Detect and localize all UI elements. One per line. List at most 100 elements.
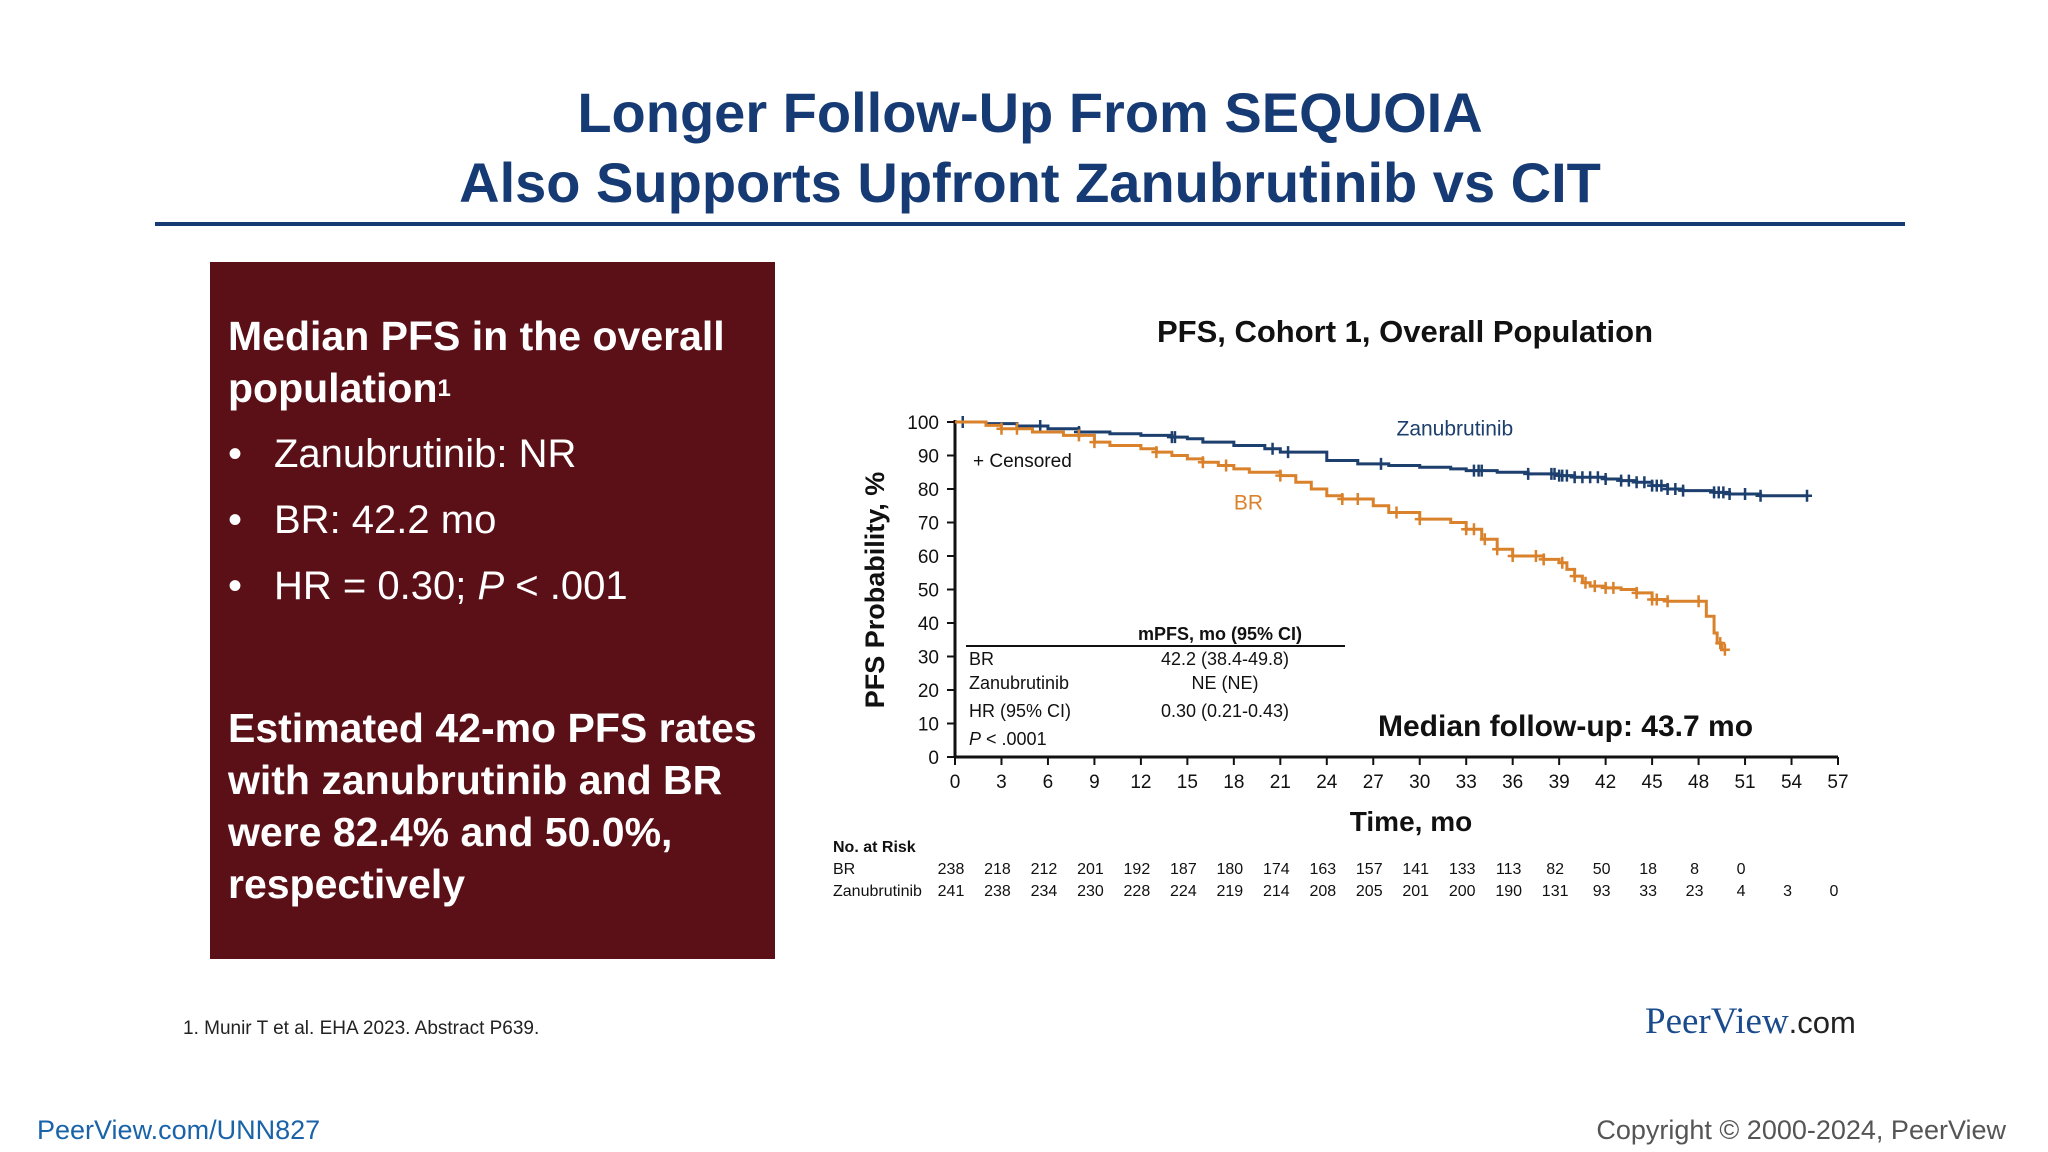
brand-name: PeerView (1645, 1001, 1789, 1042)
panel-heading-text: Median PFS in the overall population (228, 313, 725, 411)
risk-value: 200 (1449, 883, 1476, 900)
censor-mark (1169, 431, 1180, 444)
censor-mark (1530, 550, 1541, 562)
risk-value: 23 (1686, 883, 1704, 900)
bullet-item-br: • BR: 42.2 mo (228, 496, 758, 562)
censored-legend: + Censored (973, 451, 1072, 472)
x-axis-title: Time, mo (1350, 806, 1472, 837)
x-tick-label: 33 (1456, 772, 1477, 793)
censor-mark (1468, 523, 1479, 536)
censor-mark (1283, 446, 1294, 459)
risk-value: 208 (1309, 883, 1336, 900)
censor-mark (1718, 486, 1729, 499)
x-tick-label: 57 (1827, 772, 1848, 793)
risk-value: 205 (1356, 883, 1383, 900)
risk-value: 82 (1546, 861, 1564, 878)
risk-value: 8 (1690, 861, 1699, 878)
bullet-text-post: < .001 (504, 564, 628, 608)
bullet-list: • Zanubrutinib: NR • BR: 42.2 mo • HR = 0.3… (228, 430, 758, 628)
risk-value: 230 (1077, 883, 1104, 900)
inset-row-value: 42.2 (38.4-49.8) (1161, 649, 1289, 669)
censor-mark (1073, 429, 1084, 442)
x-tick-label: 9 (1089, 772, 1100, 793)
panel-heading: Median PFS in the overall population1 (228, 310, 748, 421)
x-tick-label: 30 (1409, 772, 1430, 793)
censor-mark (1479, 533, 1490, 546)
x-tick-label: 42 (1595, 772, 1616, 793)
risk-value: 238 (938, 861, 965, 878)
censor-mark (1651, 593, 1662, 606)
y-tick-label: 10 (918, 715, 939, 736)
risk-value: 238 (984, 883, 1011, 900)
risk-value: 218 (984, 861, 1011, 878)
censor-mark (1802, 489, 1813, 502)
bullet-dot: • (228, 498, 243, 542)
y-tick-label: 40 (918, 614, 939, 635)
inset-row-label: Zanubrutinib (969, 673, 1069, 693)
y-tick-label: 30 (918, 648, 939, 669)
footnote: 1. Munir T et al. EHA 2023. Abstract P63… (183, 1018, 540, 1039)
risk-row-label: BR (833, 861, 855, 878)
risk-value: 212 (1031, 861, 1058, 878)
censor-mark (1678, 484, 1689, 497)
series-label-br: BR (1234, 491, 1263, 514)
y-axis-title: PFS Probability, % (860, 472, 890, 709)
x-tick-label: 48 (1688, 772, 1709, 793)
censor-mark (1197, 456, 1208, 469)
risk-value: 33 (1639, 883, 1657, 900)
slide-title-line1: Longer Follow-Up From SEQUOIA (577, 81, 1483, 144)
risk-value: 201 (1077, 861, 1104, 878)
censor-mark (1151, 446, 1162, 459)
median-followup-annotation: Median follow-up: 43.7 mo (1378, 710, 1753, 743)
censor-mark (1561, 469, 1572, 482)
risk-value: 131 (1542, 883, 1569, 900)
bullet-item-zanubrutinib: • Zanubrutinib: NR (228, 430, 758, 496)
risk-value: 3 (1783, 883, 1792, 900)
x-tick-label: 3 (996, 772, 1007, 793)
bullet-item-hr: • HR = 0.30; P < .001 (228, 562, 758, 628)
y-tick-label: 20 (918, 681, 939, 702)
program-link[interactable]: PeerView.com/UNN827 (37, 1115, 321, 1145)
risk-value: 174 (1263, 861, 1290, 878)
copyright: Copyright © 2000-2024, PeerView (1596, 1115, 2006, 1145)
risk-value: 190 (1495, 883, 1522, 900)
x-tick-label: 36 (1502, 772, 1523, 793)
inset-row-label: BR (969, 649, 994, 669)
censor-mark (996, 422, 1007, 435)
risk-value: 4 (1737, 883, 1746, 900)
inset-p-rest: < .0001 (981, 729, 1047, 749)
censor-mark (1755, 489, 1766, 502)
risk-value: 241 (938, 883, 965, 900)
bullet-text-pre: HR = 0.30; (274, 564, 478, 608)
censor-mark (1623, 474, 1634, 487)
censor-mark (1580, 576, 1591, 589)
censor-mark (1275, 469, 1286, 482)
censor-mark (1337, 493, 1348, 506)
x-tick-label: 51 (1734, 772, 1755, 793)
risk-value: 219 (1216, 883, 1243, 900)
censor-mark (1670, 483, 1681, 495)
censor-mark (1476, 464, 1487, 477)
risk-value: 18 (1639, 861, 1657, 878)
risk-value: 224 (1170, 883, 1197, 900)
risk-value: 201 (1402, 883, 1429, 900)
brand-suffix: .com (1788, 1005, 1856, 1040)
risk-table-title: No. at Risk (833, 839, 916, 856)
risk-value: 157 (1356, 861, 1383, 878)
risk-value: 141 (1402, 861, 1429, 878)
summary-panel: Median PFS in the overall population1 • Z… (210, 262, 775, 959)
y-tick-label: 0 (928, 748, 939, 769)
x-tick-label: 54 (1781, 772, 1803, 793)
x-tick-label: 27 (1363, 772, 1384, 793)
panel-footer: Estimated 42-mo PFS rates with zanubruti… (228, 705, 757, 907)
censor-mark (1414, 513, 1425, 526)
censor-mark (1569, 570, 1580, 583)
inset-row-value: NE (NE) (1192, 673, 1259, 693)
x-tick-label: 39 (1549, 772, 1570, 793)
censor-mark (1724, 488, 1735, 501)
bullet-dot: • (228, 564, 243, 608)
censor-mark (1492, 543, 1503, 556)
y-tick-label: 90 (918, 447, 939, 468)
inset-p-value: P < .0001 (969, 729, 1047, 749)
